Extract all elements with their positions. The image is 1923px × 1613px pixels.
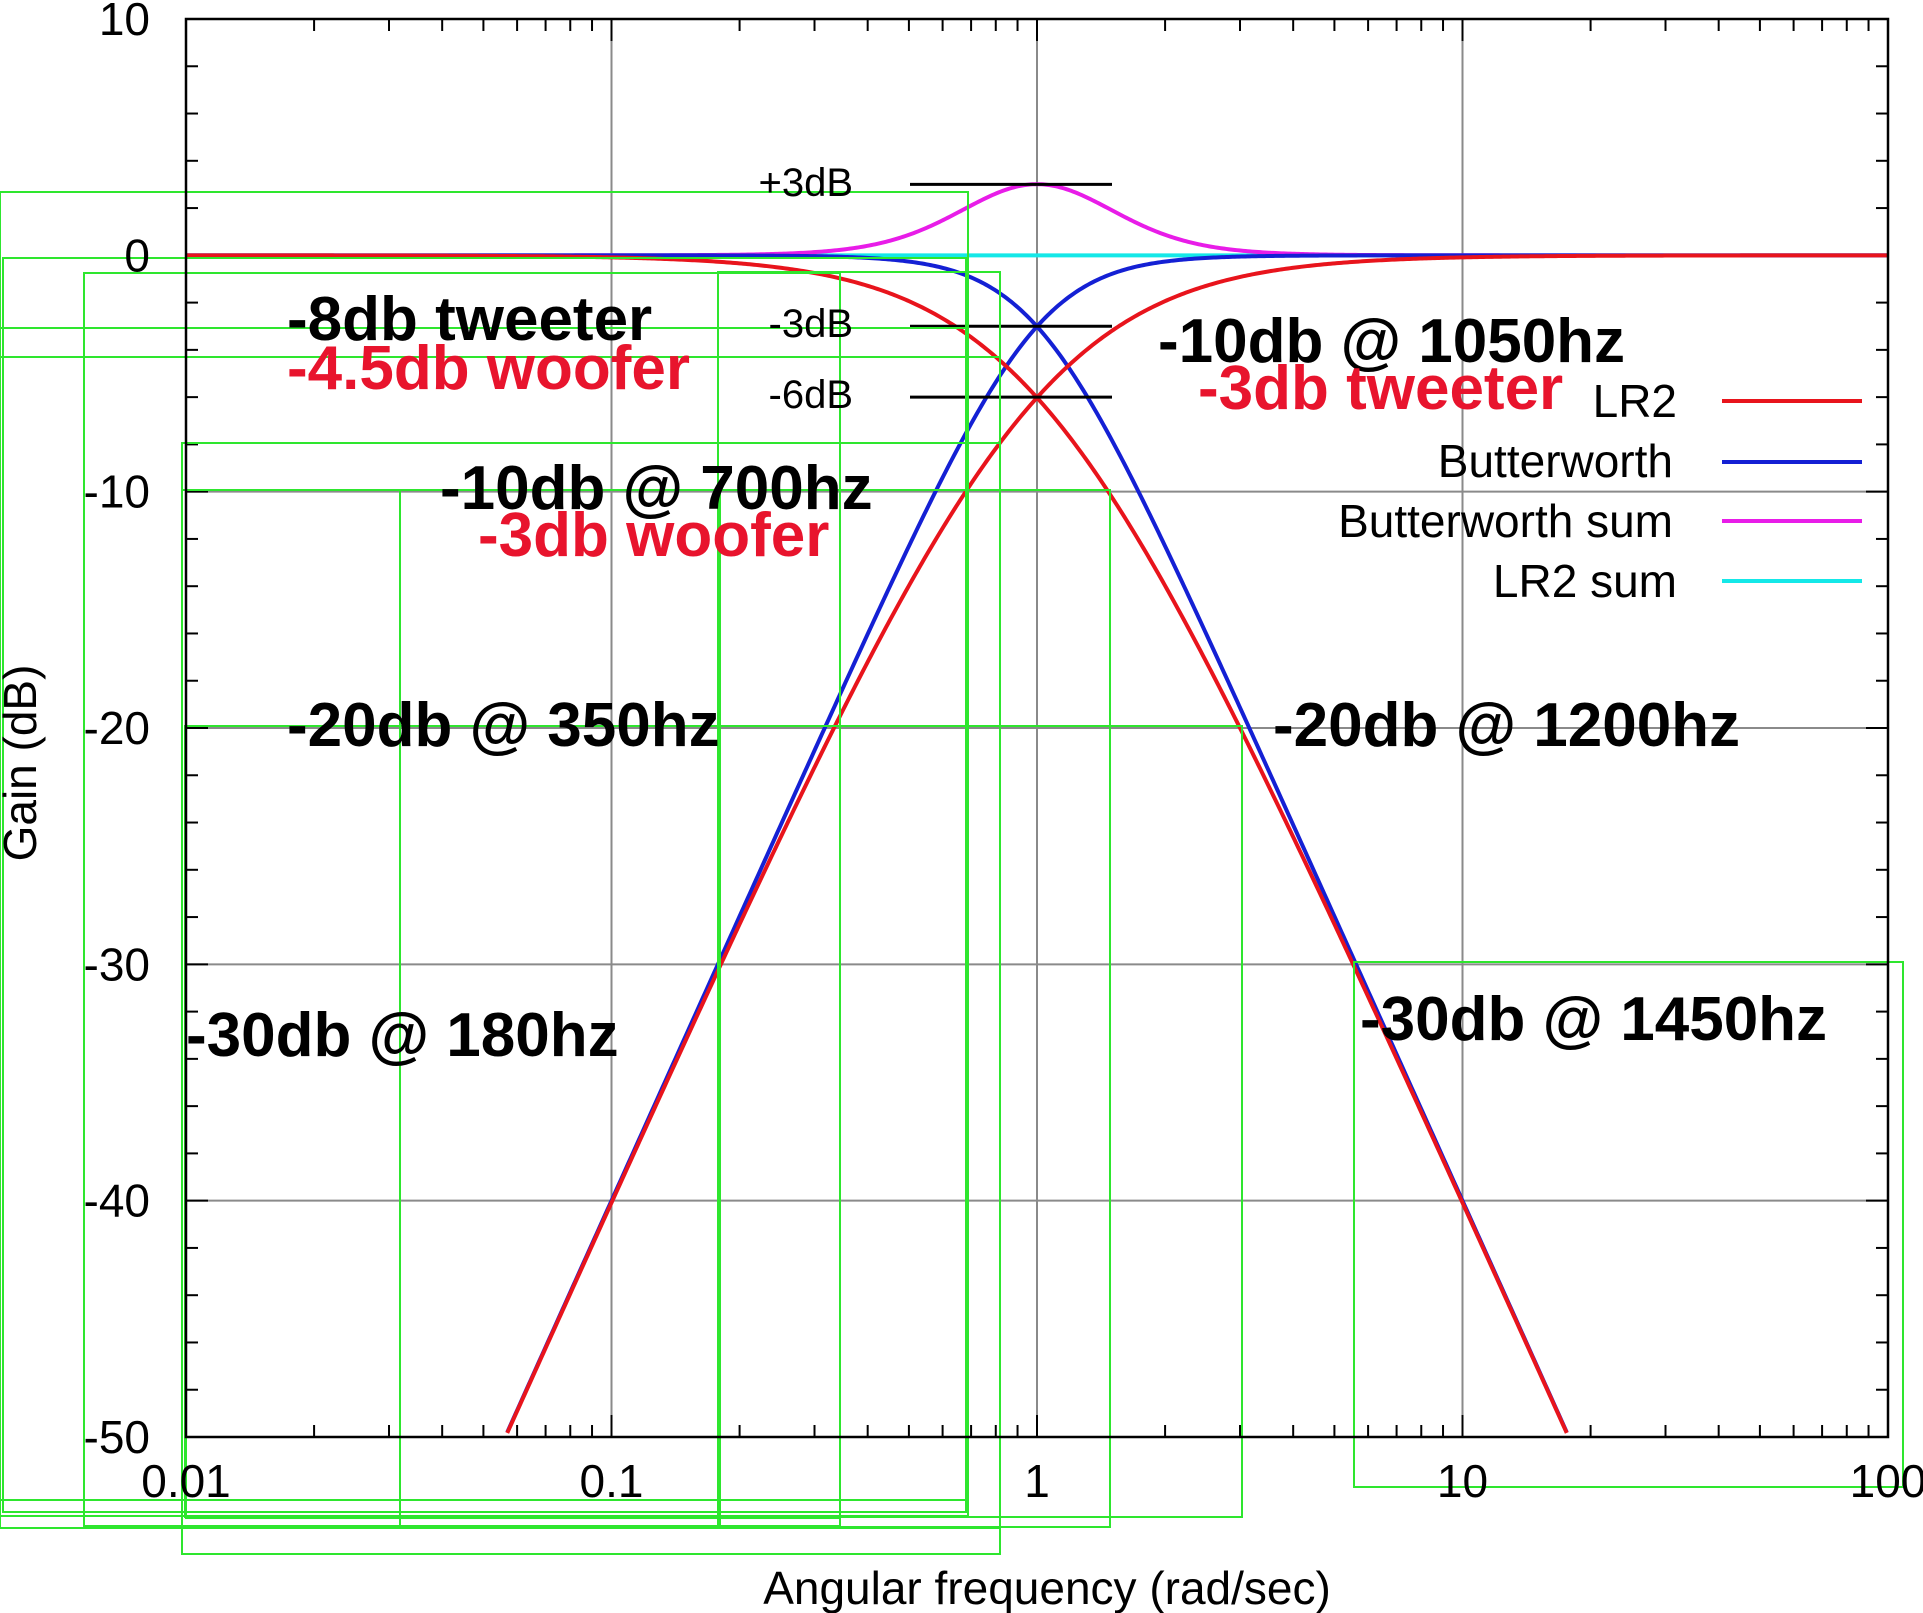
reference-labels: +3dB -3dB -6dB bbox=[758, 161, 853, 417]
ref-label-minus3: -3dB bbox=[769, 302, 854, 346]
x-axis-label: Angular frequency (rad/sec) bbox=[763, 1562, 1331, 1613]
legend-label-butterworth: Butterworth bbox=[1438, 435, 1673, 487]
curve-butterworth-highpass bbox=[505, 253, 1888, 1434]
y-tick-label: 0 bbox=[124, 229, 150, 281]
x-tick-label: 100 bbox=[1850, 1455, 1923, 1507]
x-tick-label: 0.1 bbox=[580, 1455, 644, 1507]
curve-lr2-highpass bbox=[505, 253, 1888, 1434]
curve-lr2-lowpass bbox=[186, 253, 1569, 1434]
y-tick-label: -10 bbox=[84, 466, 150, 518]
y-axis-label: Gain (dB) bbox=[0, 665, 46, 862]
annotation-4-5db-woofer: -4.5db woofer bbox=[287, 334, 690, 403]
legend-label-lr2: LR2 bbox=[1593, 375, 1677, 427]
annotation-30db-1450hz: -30db @ 1450hz bbox=[1360, 985, 1827, 1054]
legend: LR2 Butterworth Butterworth sum LR2 sum bbox=[1338, 375, 1862, 607]
reference-lines bbox=[910, 182, 1112, 399]
annotation-8db-tweeter: -8db tweeter bbox=[287, 285, 652, 354]
y-tick-label: -40 bbox=[84, 1175, 150, 1227]
y-tick-label: -20 bbox=[84, 702, 150, 754]
x-tick-label: 0.01 bbox=[141, 1455, 231, 1507]
annotations: -8db tweeter -4.5db woofer -10db @ 700hz… bbox=[186, 285, 1827, 1070]
highlight-box bbox=[2, 257, 967, 1513]
curve-butterworth-lowpass bbox=[186, 253, 1569, 1434]
annotation-10db-1050hz: -10db @ 1050hz bbox=[1158, 307, 1625, 376]
ref-label-minus6: -6dB bbox=[769, 373, 854, 417]
highlight-box bbox=[184, 725, 1243, 1518]
highlight-box bbox=[1353, 961, 1904, 1488]
annotation-10db-700hz: -10db @ 700hz bbox=[440, 454, 873, 523]
annotation-3db-tweeter: -3db tweeter bbox=[1198, 354, 1563, 423]
annotation-30db-180hz: -30db @ 180hz bbox=[186, 1001, 619, 1070]
annotation-3db-woofer: -3db woofer bbox=[478, 501, 829, 570]
legend-label-butterworth-sum: Butterworth sum bbox=[1338, 495, 1673, 547]
annotation-20db-1200hz: -20db @ 1200hz bbox=[1273, 691, 1740, 760]
y-tick-label: -30 bbox=[84, 938, 150, 990]
y-tick-label: 10 bbox=[99, 0, 150, 45]
y-tick-label: -50 bbox=[84, 1411, 150, 1463]
highlight-box bbox=[717, 271, 1001, 1528]
highlight-box bbox=[185, 725, 841, 1519]
highlight-box bbox=[399, 489, 721, 1528]
x-tick-label: 1 bbox=[1024, 1455, 1050, 1507]
x-tick-label: 10 bbox=[1437, 1455, 1488, 1507]
legend-label-lr2-sum: LR2 sum bbox=[1493, 555, 1677, 607]
plot-frame bbox=[184, 17, 1890, 1439]
annotation-20db-350hz: -20db @ 350hz bbox=[287, 691, 720, 760]
ref-label-plus3: +3dB bbox=[758, 161, 853, 205]
